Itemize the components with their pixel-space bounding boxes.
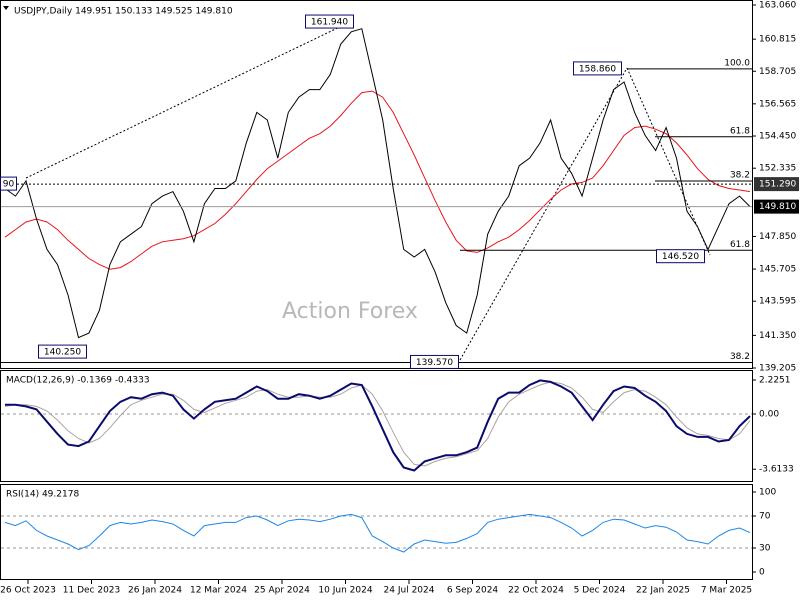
- y-tick-label: 139.205: [759, 364, 796, 374]
- x-tick-label: 24 Jul 2024: [384, 586, 435, 596]
- y-tick-label: 70: [759, 512, 771, 522]
- y-tick-label: 100: [759, 488, 776, 498]
- x-tick-label: 5 Dec 2024: [574, 586, 626, 596]
- macd-panel: [0, 370, 753, 482]
- y-tick-label: 143.595: [759, 297, 796, 307]
- price-box: [305, 14, 354, 29]
- series-line: [5, 379, 751, 472]
- y-tick-label: 163.060: [759, 1, 796, 11]
- x-tick-label: 7 Mar 2025: [701, 586, 752, 596]
- x-tick-label: 6 Sep 2024: [447, 586, 499, 596]
- price-tag: [754, 199, 799, 214]
- y-tick-label: 154.450: [759, 132, 796, 142]
- x-tick-label: 22 Jan 2025: [636, 586, 690, 596]
- x-tick-label: 22 Oct 2024: [508, 586, 564, 596]
- price-box: [656, 249, 705, 264]
- x-tick-label: 11 Dec 2023: [63, 586, 121, 596]
- price-box: [0, 176, 17, 191]
- trend-line: [459, 67, 628, 361]
- price-box: [38, 344, 87, 359]
- price-box-label: 161.940: [311, 18, 348, 28]
- y-tick-label: 147.850: [759, 232, 796, 242]
- price-box-label: 139.570: [416, 358, 453, 368]
- watermark: Action Forex: [282, 299, 418, 324]
- y-tick-label: 141.350: [759, 331, 796, 341]
- x-tick-label: 25 Apr 2024: [254, 586, 310, 596]
- y-tick-label: 156.565: [759, 99, 796, 109]
- price-box: [573, 61, 622, 76]
- price-box-label: 140.250: [44, 348, 81, 358]
- series-line: [4, 513, 751, 553]
- x-tick-label: 10 Jun 2024: [318, 586, 372, 596]
- series-line: [4, 28, 751, 339]
- y-tick-label: 2.2251: [759, 376, 791, 386]
- fib-label: 38.2: [730, 352, 750, 362]
- price-tag-label: 149.810: [759, 202, 796, 212]
- series-line: [4, 90, 751, 270]
- rsi-panel: [0, 484, 753, 580]
- fib-label: 61.8: [730, 240, 750, 250]
- panel-title: RSI(14) 49.2178: [6, 490, 79, 500]
- x-tick-label: 12 Mar 2024: [190, 586, 247, 596]
- price-box-label: 146.520: [662, 252, 699, 262]
- price-tag-label: 151.290: [759, 180, 796, 190]
- y-tick-label: 160.815: [759, 35, 796, 45]
- price-box-label: 90: [3, 180, 15, 190]
- y-tick-label: 0: [759, 568, 765, 578]
- fib-label: 61.8: [730, 126, 750, 136]
- fib-label: 100.0: [724, 58, 750, 68]
- menu-arrow: [3, 6, 9, 10]
- x-tick-label: 26 Oct 2023: [0, 586, 56, 596]
- y-tick-label: 152.335: [759, 164, 796, 174]
- x-tick-label: 26 Jan 2024: [128, 586, 182, 596]
- fib-label: 38.2: [730, 171, 750, 181]
- y-tick-label: 0.00: [759, 410, 779, 420]
- y-tick-label: 158.705: [759, 67, 796, 77]
- series-line: [4, 381, 751, 467]
- y-tick-label: -3.6133: [759, 465, 794, 475]
- chart-title: USDJPY,Daily 149.951 150.133 149.525 149…: [14, 7, 233, 17]
- y-tick-label: 30: [759, 544, 771, 554]
- price-box-label: 158.860: [579, 64, 616, 74]
- price-box: [410, 354, 459, 369]
- price-tag: [754, 177, 799, 192]
- panel-title: MACD(12,26,9) -0.1369 -0.4333: [6, 376, 150, 386]
- y-tick-label: 145.705: [759, 265, 796, 275]
